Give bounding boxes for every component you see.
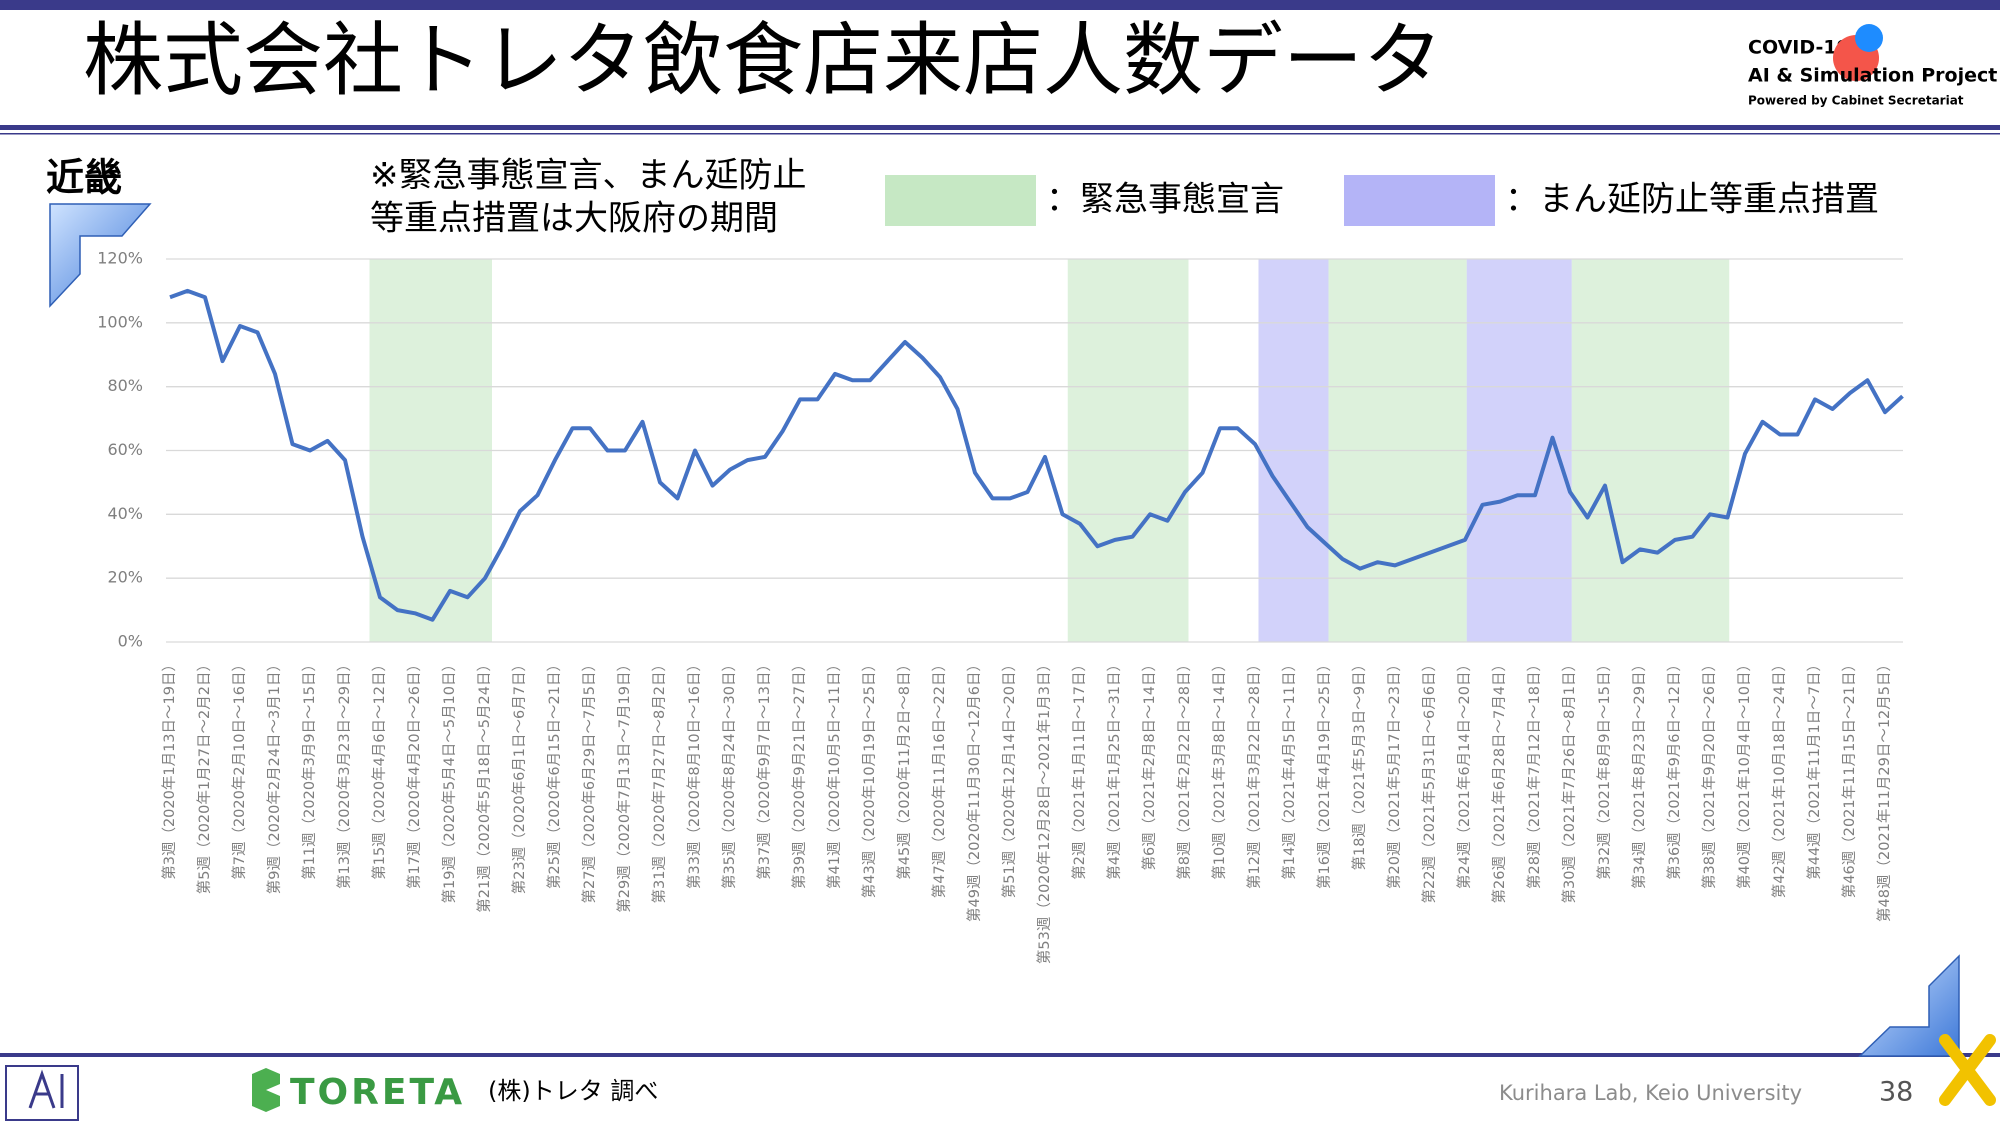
x-tick-label: 第39週（2020年9月21日～27日） bbox=[790, 657, 808, 889]
x-tick-label: 第49週（2020年11月30日～12月6日） bbox=[965, 657, 983, 922]
y-tick-label: 120% bbox=[97, 249, 143, 268]
x-tick-label: 第41週（2020年10月5日～11日） bbox=[825, 657, 843, 889]
corner-decoration bbox=[49, 203, 152, 308]
legend-swatch bbox=[885, 175, 1036, 226]
x-tick-label: 第38週（2021年9月20日～26日） bbox=[1700, 657, 1718, 889]
x-tick-label: 第53週（2020年12月28日～2021年1月3日） bbox=[1035, 657, 1053, 964]
top-bar bbox=[0, 0, 2000, 10]
x-tick-label: 第5週（2020年1月27日～2月2日） bbox=[195, 657, 213, 894]
legend-swatch bbox=[1344, 175, 1495, 226]
x-tick-label: 第35週（2020年8月24日～30日） bbox=[720, 657, 738, 889]
source-note: (株)トレタ 調べ bbox=[488, 1077, 658, 1105]
x-tick-label: 第48週（2021年11月29日～12月5日） bbox=[1875, 657, 1893, 922]
y-tick-label: 60% bbox=[107, 440, 143, 459]
x-logo bbox=[1939, 1034, 1996, 1106]
x-tick-label: 第23週（2020年6月1日～6月7日） bbox=[510, 657, 528, 894]
legend-label: ：まん延防止等重点措置 bbox=[1505, 180, 1879, 220]
y-tick-label: 0% bbox=[118, 632, 143, 651]
x-tick-label: 第14週（2021年4月5日～11日） bbox=[1280, 657, 1298, 880]
lab-credit: Kurihara Lab, Keio University bbox=[1499, 1081, 1802, 1105]
x-tick-label: 第34週（2021年8月23日～29日） bbox=[1630, 657, 1648, 889]
region-label: 近畿 bbox=[46, 156, 122, 200]
legend-label: ：緊急事態宣言 bbox=[1046, 180, 1284, 220]
x-tick-label: 第15週（2020年4月6日～12日） bbox=[370, 657, 388, 880]
y-tick-label: 40% bbox=[107, 504, 143, 523]
x-tick-label: 第51週（2020年12月14日～20日） bbox=[1000, 657, 1018, 898]
x-tick-label: 第4週（2021年1月25日～31日） bbox=[1105, 657, 1123, 880]
x-tick-label: 第3週（2020年1月13日～19日） bbox=[160, 657, 178, 880]
x-tick-label: 第25週（2020年6月15日～21日） bbox=[545, 657, 563, 889]
x-tick-label: 第11週（2020年3月9日～15日） bbox=[300, 657, 318, 880]
x-tick-label: 第6週（2021年2月8日～14日） bbox=[1140, 657, 1158, 871]
x-tick-label: 第30週（2021年7月26日～8月1日） bbox=[1560, 657, 1578, 903]
x-tick-label: 第32週（2021年8月9日～15日） bbox=[1595, 657, 1613, 880]
x-tick-label: 第28週（2021年7月12日～18日） bbox=[1525, 657, 1543, 889]
data-line bbox=[169, 288, 1904, 622]
x-tick-label: 第24週（2021年6月14日～20日） bbox=[1455, 657, 1473, 889]
y-tick-label: 20% bbox=[107, 568, 143, 587]
note-line: ※緊急事態宣言、まん延防止 bbox=[370, 156, 807, 196]
x-tick-label: 第47週（2020年11月16日～22日） bbox=[930, 657, 948, 898]
x-tick-label: 第2週（2021年1月11日～17日） bbox=[1070, 657, 1088, 880]
x-tick-label: 第43週（2020年10月19日～25日） bbox=[860, 657, 878, 898]
x-tick-label: 第8週（2021年2月22日～28日） bbox=[1175, 657, 1193, 880]
header-rule bbox=[0, 125, 2000, 130]
x-tick-label: 第42週（2021年10月18日～24日） bbox=[1770, 657, 1788, 898]
x-tick-label: 第33週（2020年8月10日～16日） bbox=[685, 657, 703, 889]
x-tick-label: 第21週（2020年5月18日～5月24日） bbox=[475, 657, 493, 913]
x-tick-label: 第46週（2021年11月15日～21日） bbox=[1840, 657, 1858, 898]
x-tick-label: 第16週（2021年4月19日～25日） bbox=[1315, 657, 1333, 889]
x-tick-label: 第27週（2020年6月29日～7月5日） bbox=[580, 657, 598, 903]
x-tick-label: 第7週（2020年2月10日～16日） bbox=[230, 657, 248, 880]
x-tick-label: 第18週（2021年5月3日～9日） bbox=[1350, 657, 1368, 871]
header-rule bbox=[0, 133, 2000, 135]
x-tick-label: 第37週（2020年9月7日～13日） bbox=[755, 657, 773, 880]
logo-text: Powered by Cabinet Secretariat bbox=[1748, 94, 1964, 108]
y-tick-label: 100% bbox=[97, 312, 143, 331]
x-tick-label: 第17週（2020年4月20日～26日） bbox=[405, 657, 423, 889]
x-tick-label: 第36週（2021年9月6日～12日） bbox=[1665, 657, 1683, 880]
x-tick-label: 第9週（2020年2月24日～3月1日） bbox=[265, 657, 283, 894]
logo-text: COVID-19 bbox=[1748, 37, 1850, 59]
x-tick-label: 第20週（2021年5月17日～23日） bbox=[1385, 657, 1403, 889]
x-tick-label: 第45週（2020年11月2日～8日） bbox=[895, 657, 913, 880]
logo-dot bbox=[1855, 24, 1883, 52]
x-tick-label: 第10週（2021年3月8日～14日） bbox=[1210, 657, 1228, 880]
y-tick-label: 80% bbox=[107, 376, 143, 395]
x-tick-label: 第29週（2020年7月13日～7月19日） bbox=[615, 657, 633, 913]
x-tick-label: 第40週（2021年10月4日～10日） bbox=[1735, 657, 1753, 889]
plot: ：緊急事態宣言 ：まん延防止等重点措置 0% 20% 40% 60% 80% 100% 120%… bbox=[97, 175, 1904, 964]
x-tick-label: 第22週（2021年5月31日～6月6日） bbox=[1420, 657, 1438, 903]
page-number: 38 bbox=[1879, 1077, 1913, 1108]
x-tick-label: 第44週（2021年11月1日～7日） bbox=[1805, 657, 1823, 880]
logo-text: AI & Simulation Project bbox=[1748, 65, 1997, 87]
x-tick-label: 第31週（2020年7月27日～8月2日） bbox=[650, 657, 668, 903]
x-tick-label: 第19週（2020年5月4日～5月10日） bbox=[440, 657, 458, 903]
x-tick-label: 第12週（2021年3月22日～28日） bbox=[1245, 657, 1263, 889]
slide-title: 株式会社トレタ飲食店来店人数データ bbox=[83, 14, 1443, 107]
brand-name: TORETA bbox=[290, 1072, 465, 1113]
x-tick-label: 第26週（2021年6月28日～7月4日） bbox=[1490, 657, 1508, 903]
x-tick-label: 第13週（2020年3月23日～29日） bbox=[335, 657, 353, 889]
footer-rule bbox=[0, 1053, 2000, 1057]
lab-logo bbox=[28, 1069, 64, 1109]
lab-logo bbox=[5, 1065, 79, 1121]
brand-icon bbox=[252, 1068, 280, 1112]
note-line: 等重点措置は大阪府の期間 bbox=[370, 199, 778, 239]
